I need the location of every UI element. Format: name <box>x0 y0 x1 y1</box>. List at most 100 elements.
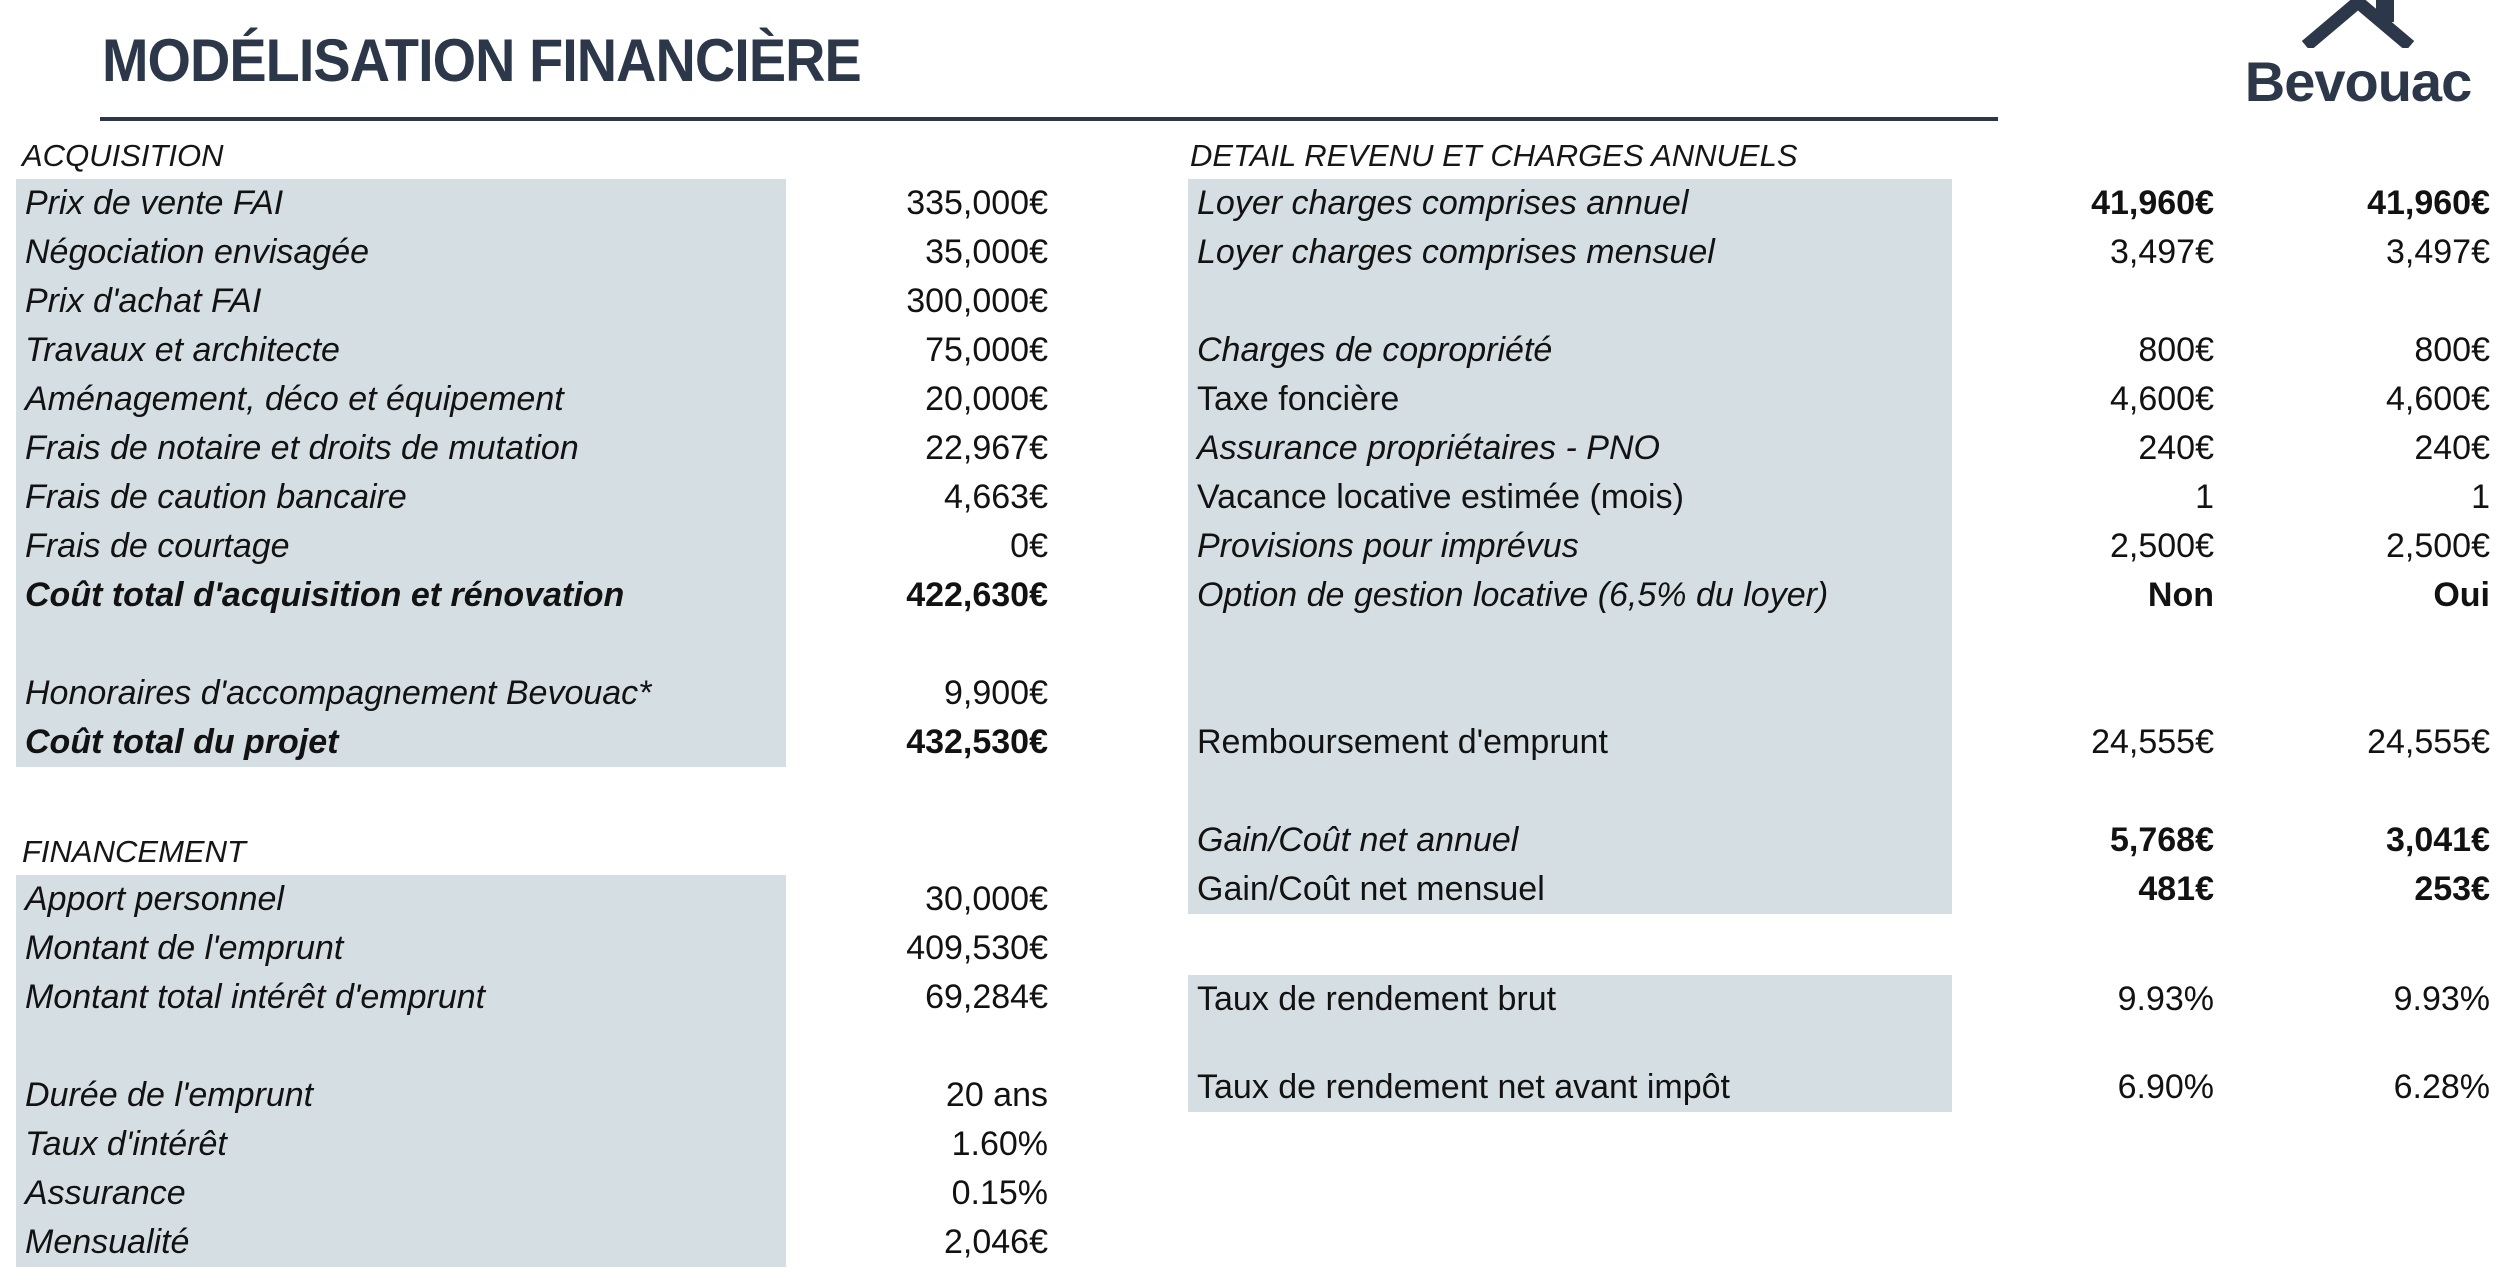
table-row: Mensualité 2,046€ <box>16 1218 1048 1267</box>
row-value: 409,530€ <box>906 929 1048 967</box>
bevouac-logo: Bevouac <box>2240 0 2476 110</box>
row-label: Frais de caution bancaire <box>16 473 786 522</box>
row-label: Frais de notaire et droits de mutation <box>16 424 786 473</box>
row-label: Taux d'intérêt <box>16 1120 786 1169</box>
row-value: 22,967€ <box>925 429 1048 467</box>
row-value: 422,630€ <box>906 576 1048 614</box>
table-row: Prix de vente FAI 335,000€ <box>16 179 1048 228</box>
table-row: Assurance 0.15% <box>16 1169 1048 1218</box>
row-value: 4,663€ <box>944 478 1048 516</box>
row-value: 240€ <box>2138 429 2214 467</box>
row-value: 3,497€ <box>2110 233 2214 271</box>
title-underline <box>100 117 1998 121</box>
row-label: Prix d'achat FAI <box>16 277 786 326</box>
row-value: 1 <box>2471 478 2490 516</box>
row-value: 6.28% <box>2393 1068 2490 1106</box>
row-value: 6.90% <box>2117 1068 2214 1106</box>
row-value: 2,500€ <box>2386 527 2490 565</box>
row-label <box>16 1022 786 1071</box>
row-value: 253€ <box>2414 870 2490 908</box>
row-label: Durée de l'emprunt <box>16 1071 786 1120</box>
row-label <box>16 620 786 669</box>
table-row: Gain/Coût net annuel 5,768€ 3,041€ <box>1188 816 2490 865</box>
acquisition-table: Prix de vente FAI 335,000€ Négociation env… <box>16 179 1048 767</box>
row-value: 800€ <box>2414 331 2490 369</box>
row-label: Coût total d'acquisition et rénovation <box>16 571 786 620</box>
row-label: Provisions pour imprévus <box>1188 522 1952 571</box>
table-row-blank <box>16 1022 1048 1071</box>
row-value: 9,900€ <box>944 674 1048 712</box>
table-row: Taxe foncière 4,600€ 4,600€ <box>1188 375 2490 424</box>
row-value <box>2214 277 2490 326</box>
row-label: Vacance locative estimée (mois) <box>1188 473 1952 522</box>
row-value: 432,530€ <box>906 723 1048 761</box>
row-label: Gain/Coût net mensuel <box>1188 865 1952 914</box>
row-label <box>1188 620 1952 669</box>
row-value <box>1952 620 2214 669</box>
row-label: Frais de courtage <box>16 522 786 571</box>
table-row: Taux de rendement net avant impôt 6.90% 6.… <box>1188 1063 2490 1112</box>
row-label: Loyer charges comprises mensuel <box>1188 228 1952 277</box>
table-row-blank <box>1188 1024 2490 1063</box>
revenu-charges-table: Loyer charges comprises annuel 41,960€ 41,… <box>1188 179 2490 914</box>
row-value: 2,046€ <box>944 1223 1048 1261</box>
row-label: Taux de rendement brut <box>1188 975 1952 1024</box>
row-value: 240€ <box>2414 429 2490 467</box>
table-row: Frais de notaire et droits de mutation 22… <box>16 424 1048 473</box>
row-value <box>786 1022 1048 1071</box>
table-row: Assurance propriétaires - PNO 240€ 240€ <box>1188 424 2490 473</box>
row-label: Assurance propriétaires - PNO <box>1188 424 1952 473</box>
row-value <box>1952 1024 2214 1063</box>
row-value: 481€ <box>2138 870 2214 908</box>
row-label: Gain/Coût net annuel <box>1188 816 1952 865</box>
row-value <box>786 620 1048 669</box>
row-value: 75,000€ <box>925 331 1048 369</box>
financement-table: Apport personnel 30,000€ Montant de l'empr… <box>16 875 1048 1267</box>
row-value: 3,497€ <box>2386 233 2490 271</box>
row-label: Taxe foncière <box>1188 375 1952 424</box>
table-row: Charges de copropriété 800€ 800€ <box>1188 326 2490 375</box>
table-row: Aménagement, déco et équipement 20,000€ <box>16 375 1048 424</box>
row-value: 0€ <box>1010 527 1048 565</box>
table-row: Coût total du projet 432,530€ <box>16 718 1048 767</box>
row-label: Travaux et architecte <box>16 326 786 375</box>
row-label: Honoraires d'accompagnement Bevouac* <box>16 669 786 718</box>
table-row: Montant de l'emprunt 409,530€ <box>16 924 1048 973</box>
row-value <box>2214 767 2490 816</box>
row-label: Prix de vente FAI <box>16 179 786 228</box>
row-label: Aménagement, déco et équipement <box>16 375 786 424</box>
row-value: 800€ <box>2138 331 2214 369</box>
table-row: Provisions pour imprévus 2,500€ 2,500€ <box>1188 522 2490 571</box>
row-value <box>1952 277 2214 326</box>
table-row-blank <box>1188 277 2490 326</box>
row-value: 20,000€ <box>925 380 1048 418</box>
row-label: Négociation envisagée <box>16 228 786 277</box>
row-value: 24,555€ <box>2091 723 2214 761</box>
row-label: Remboursement d'emprunt <box>1188 718 1952 767</box>
row-value: 5,768€ <box>2110 821 2214 859</box>
row-value: 9.93% <box>2393 980 2490 1018</box>
row-label <box>1188 277 1952 326</box>
table-row-blank <box>1188 620 2490 669</box>
detail-revenu-heading: DETAIL REVENU ET CHARGES ANNUELS <box>1190 138 1798 173</box>
table-row: Honoraires d'accompagnement Bevouac* 9,90… <box>16 669 1048 718</box>
table-row: Loyer charges comprises mensuel 3,497€ 3,4… <box>1188 228 2490 277</box>
row-label <box>1188 1024 1952 1063</box>
table-row: Travaux et architecte 75,000€ <box>16 326 1048 375</box>
table-row: Prix d'achat FAI 300,000€ <box>16 277 1048 326</box>
table-row: Taux de rendement brut 9.93% 9.93% <box>1188 975 2490 1024</box>
table-row: Option de gestion locative (6,5% du loye… <box>1188 571 2490 620</box>
table-row: Vacance locative estimée (mois) 1 1 <box>1188 473 2490 522</box>
row-value: 3,041€ <box>2386 821 2490 859</box>
row-value: 4,600€ <box>2386 380 2490 418</box>
row-label: Mensualité <box>16 1218 786 1267</box>
table-row: Remboursement d'emprunt 24,555€ 24,555€ <box>1188 718 2490 767</box>
row-label <box>1188 767 1952 816</box>
row-value: 335,000€ <box>906 184 1048 222</box>
table-row: Loyer charges comprises annuel 41,960€ 41,… <box>1188 179 2490 228</box>
table-row: Taux d'intérêt 1.60% <box>16 1120 1048 1169</box>
acquisition-heading: ACQUISITION <box>22 138 224 173</box>
row-value <box>2214 669 2490 718</box>
row-value: Oui <box>2433 576 2490 614</box>
